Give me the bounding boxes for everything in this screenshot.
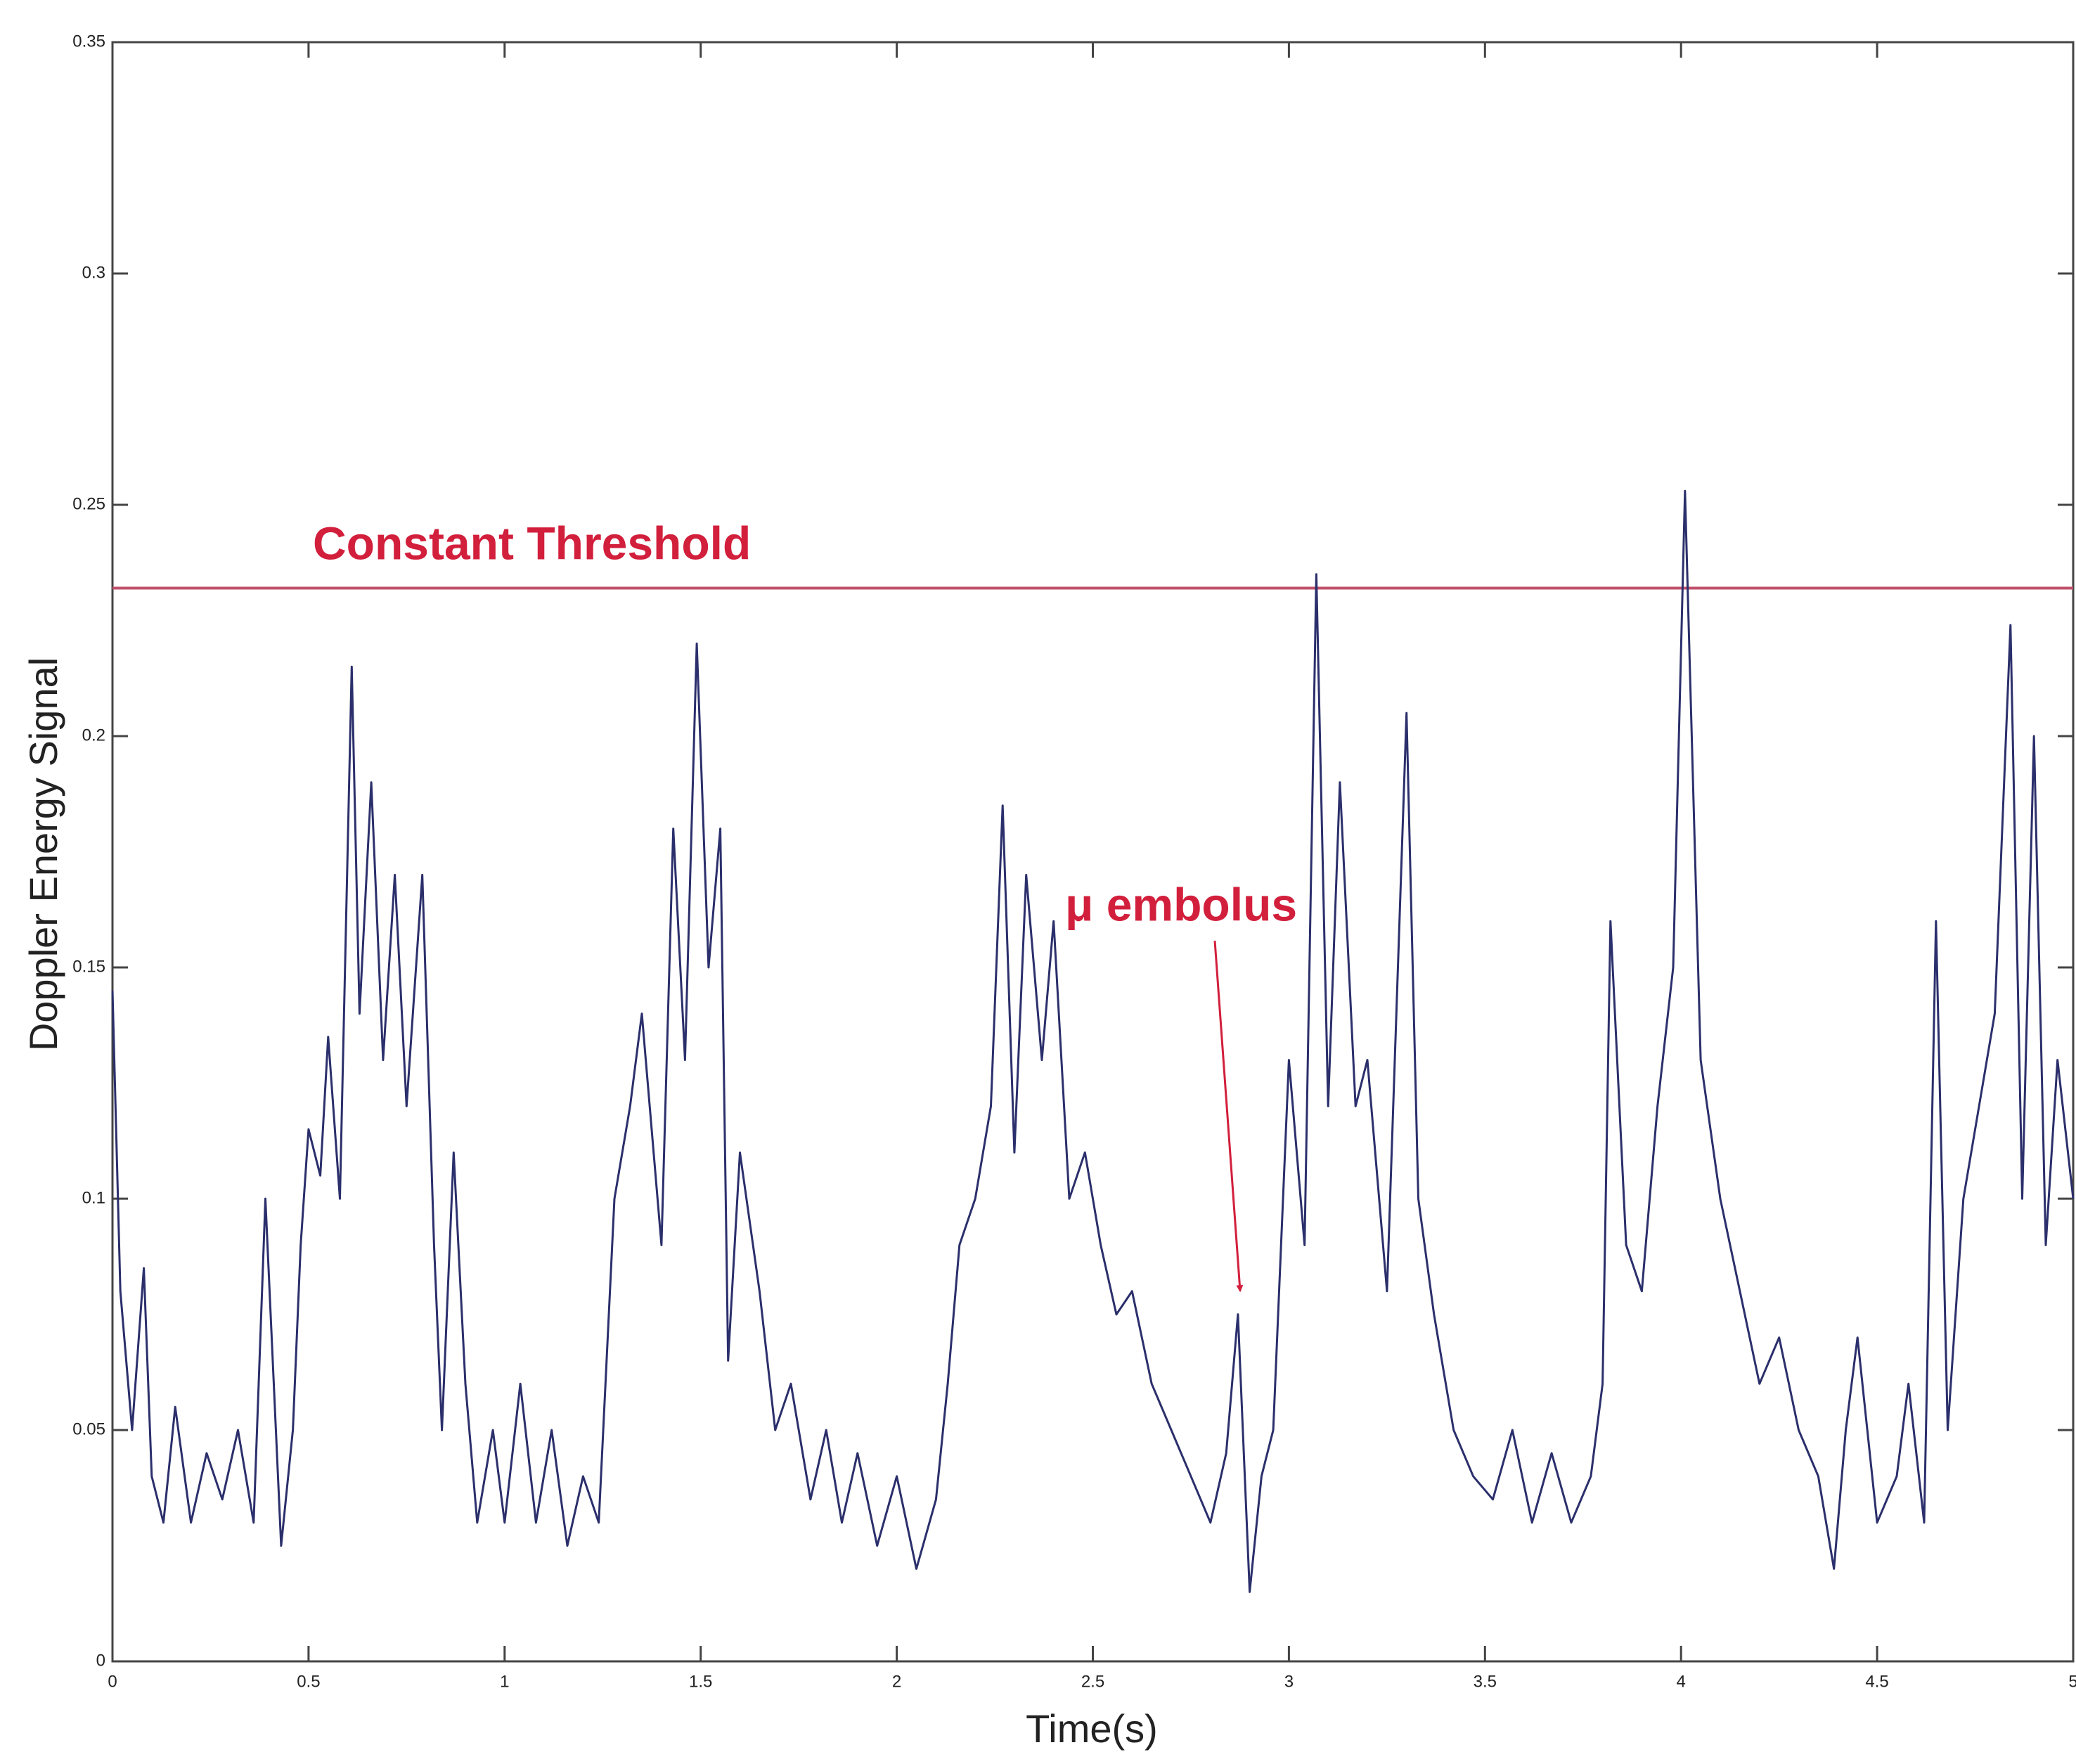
y-tick-label: 0 bbox=[96, 1651, 105, 1670]
y-tick-label: 0.05 bbox=[72, 1419, 105, 1438]
threshold-annotation: Constant Threshold bbox=[313, 517, 751, 569]
x-tick-label: 5 bbox=[2068, 1672, 2076, 1691]
x-tick-label: 0 bbox=[108, 1672, 117, 1691]
y-axis-label: Doppler Energy Signal bbox=[21, 657, 65, 1051]
y-tick-label: 0.35 bbox=[72, 32, 105, 51]
y-tick-label: 0.15 bbox=[72, 957, 105, 976]
x-tick-label: 4.5 bbox=[1865, 1672, 1888, 1691]
x-tick-label: 1.5 bbox=[689, 1672, 712, 1691]
annotation-arrow bbox=[1213, 940, 1244, 1292]
x-tick-label: 0.5 bbox=[297, 1672, 320, 1691]
x-tick-label: 4 bbox=[1677, 1672, 1686, 1691]
x-tick-label: 1 bbox=[500, 1672, 509, 1691]
y-tick-label: 0.3 bbox=[82, 263, 105, 282]
x-tick-label: 3.5 bbox=[1474, 1672, 1497, 1691]
x-tick-label: 3 bbox=[1284, 1672, 1294, 1691]
y-tick-label: 0.2 bbox=[82, 726, 105, 745]
x-tick-label: 2 bbox=[892, 1672, 901, 1691]
y-tick-label: 0.1 bbox=[82, 1188, 105, 1207]
y-tick-label: 0.25 bbox=[72, 494, 105, 513]
x-axis-label: Time(s) bbox=[1026, 1706, 1158, 1751]
embolus-annotation: μ embolus bbox=[1065, 878, 1297, 930]
x-tick-label: 2.5 bbox=[1081, 1672, 1104, 1691]
signal-line bbox=[111, 489, 2075, 1593]
plot-frame bbox=[111, 41, 2075, 1663]
